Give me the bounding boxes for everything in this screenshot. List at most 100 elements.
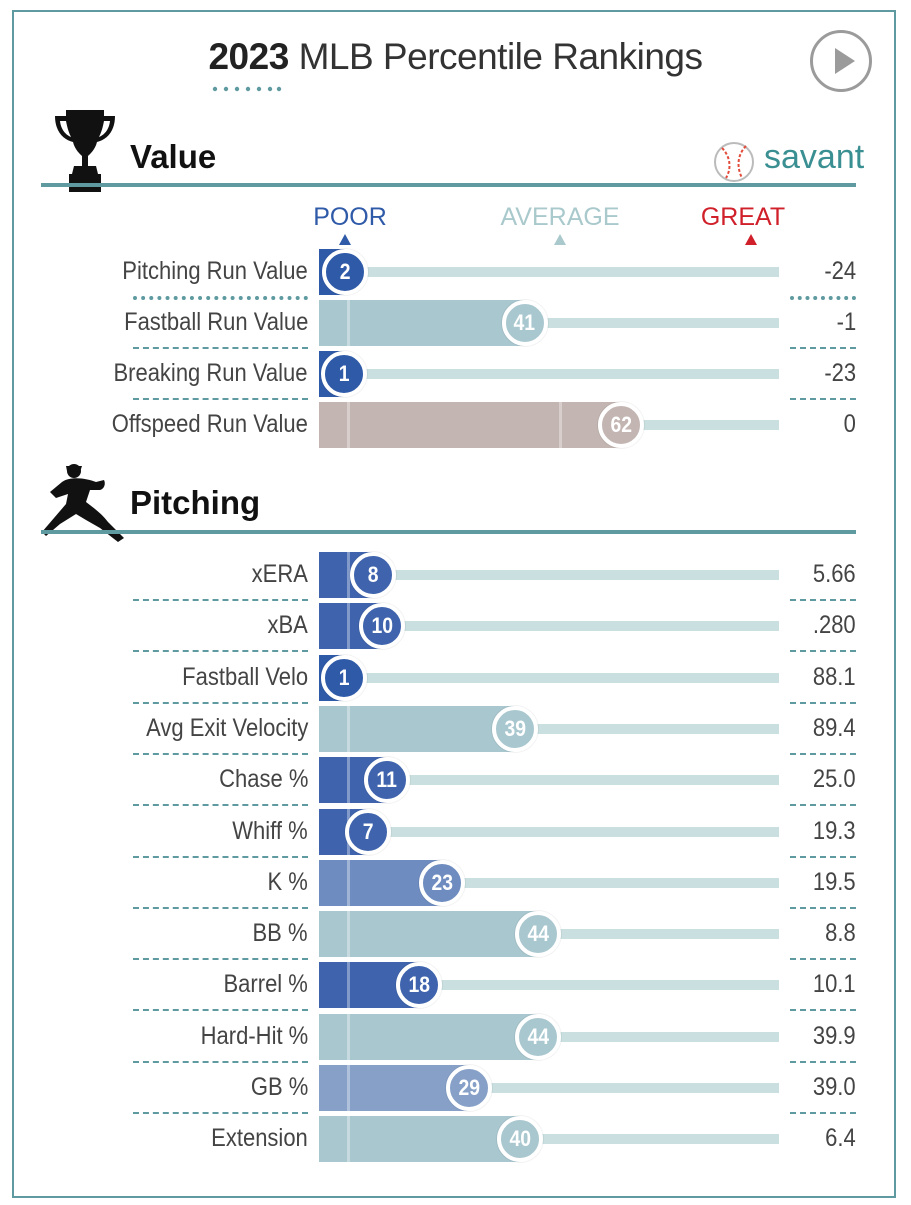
- row-separator: [133, 296, 308, 300]
- average-arrow-icon: [554, 234, 566, 245]
- row-separator: [790, 752, 856, 755]
- row-separator: [790, 1009, 856, 1012]
- percentile-bubble: 62: [598, 402, 645, 448]
- metric-raw-value-text: -24: [824, 257, 856, 285]
- percentile-bubble: 2: [322, 249, 369, 295]
- baseball-icon: [714, 142, 754, 182]
- percentile-bar: [319, 402, 622, 448]
- metric-raw-value-text: 88.1: [813, 662, 856, 691]
- bar-gridline: [347, 402, 350, 448]
- percentile-bar: [319, 300, 525, 346]
- metric-raw-value-text: -23: [824, 359, 856, 387]
- percentile-value: 11: [376, 767, 397, 793]
- percentile-value: 18: [408, 972, 430, 998]
- percentile-bubble: 7: [345, 808, 392, 855]
- percentile-value: 1: [338, 664, 350, 690]
- row-separator: [790, 650, 856, 653]
- bar-gridline: [347, 962, 350, 1009]
- metric-raw-value-text: 5.66: [813, 560, 856, 588]
- row-separator: [133, 752, 308, 755]
- metric-raw-value-text: 39.0: [813, 1073, 856, 1101]
- percentile-value: 10: [371, 613, 393, 639]
- percentile-value: 8: [367, 562, 379, 587]
- percentile-value: 39: [504, 715, 527, 741]
- bar-gridline: [347, 603, 350, 650]
- metric-raw-value: 8.8: [760, 919, 856, 948]
- metric-raw-value: 19.3: [760, 817, 856, 846]
- bar-gridline: [347, 859, 350, 906]
- row-separator: [790, 1060, 856, 1063]
- metric-label: Whiff %: [60, 817, 308, 846]
- metric-raw-value: 19.5: [760, 868, 856, 897]
- bar-track: [319, 723, 779, 734]
- percentile-bar: [319, 705, 516, 752]
- metric-raw-value-text: .280: [813, 611, 856, 640]
- percentile-bubble: 39: [492, 705, 539, 752]
- metric-label: GB %: [60, 1073, 308, 1102]
- metric-label-text: Barrel %: [223, 970, 308, 999]
- section-title-value: Value: [130, 138, 217, 175]
- row-separator: [790, 855, 856, 858]
- row-separator: [133, 599, 308, 601]
- section-rule-pitching: [41, 530, 856, 534]
- percentile-value: 7: [362, 818, 374, 844]
- bar-gridline: [347, 300, 350, 346]
- bar-gridline: [347, 1065, 350, 1111]
- scale-label-average: AVERAGE: [500, 203, 620, 231]
- page-title: 2023 MLB Percentile Rankings: [0, 36, 911, 78]
- metric-label: Fastball Velo: [60, 663, 308, 692]
- percentile-bubble: 10: [359, 603, 405, 650]
- metric-raw-value-text: 39.9: [813, 1021, 856, 1050]
- metric-raw-value: 10.1: [760, 970, 856, 999]
- percentile-bubble: 1: [321, 654, 367, 701]
- great-arrow-icon: [745, 234, 757, 245]
- play-icon: [835, 48, 855, 74]
- metric-label-text: BB %: [252, 919, 308, 948]
- metric-label: Extension: [60, 1124, 308, 1153]
- chart-frame: [12, 10, 896, 1198]
- metric-raw-value: -23: [760, 359, 856, 388]
- metric-label: Avg Exit Velocity: [60, 714, 308, 743]
- bar-track: [319, 267, 779, 277]
- percentile-bubble: 18: [395, 962, 442, 1009]
- row-separator: [790, 347, 856, 349]
- metric-raw-value-text: 25.0: [813, 765, 856, 794]
- percentile-value: 1: [338, 361, 350, 386]
- metric-label: Breaking Run Value: [60, 359, 308, 388]
- row-separator: [133, 398, 308, 400]
- percentile-value: 62: [610, 412, 632, 437]
- row-separator: [790, 958, 856, 961]
- metric-raw-value-text: 89.4: [813, 713, 856, 742]
- metric-label: xBA: [60, 611, 308, 640]
- percentile-value: 29: [458, 1075, 481, 1100]
- metric-label: BB %: [60, 919, 308, 948]
- metric-label-text: Pitching Run Value: [122, 257, 308, 285]
- percentile-value: 23: [431, 869, 453, 895]
- metric-raw-value-text: 6.4: [825, 1124, 856, 1153]
- metric-raw-value: -1: [760, 308, 856, 337]
- percentile-bar: [319, 859, 442, 906]
- section-rule-value: [41, 183, 856, 187]
- bar-track: [319, 826, 779, 837]
- bar-track: [319, 980, 779, 991]
- percentile-bar: [319, 1065, 470, 1111]
- bar-track: [319, 318, 779, 328]
- metric-raw-value: 0: [760, 410, 856, 439]
- row-separator: [133, 347, 308, 349]
- percentile-bubble: 1: [321, 351, 367, 397]
- metric-label-text: Chase %: [218, 765, 308, 794]
- bar-gridline: [347, 911, 350, 958]
- bar-gridline: [347, 1013, 350, 1060]
- metric-raw-value: 25.0: [760, 765, 856, 794]
- metric-raw-value-text: 8.8: [825, 919, 856, 948]
- play-button[interactable]: [810, 30, 872, 92]
- row-separator: [790, 906, 856, 909]
- row-separator: [790, 701, 856, 704]
- title-underline-dots: [212, 86, 282, 92]
- percentile-bar: [319, 1116, 520, 1163]
- percentile-bubble: 29: [446, 1065, 493, 1111]
- metric-raw-value-text: 19.5: [813, 867, 856, 896]
- metric-label: Pitching Run Value: [60, 257, 308, 286]
- bar-track: [319, 1083, 779, 1093]
- metric-raw-value-text: 0: [843, 410, 856, 438]
